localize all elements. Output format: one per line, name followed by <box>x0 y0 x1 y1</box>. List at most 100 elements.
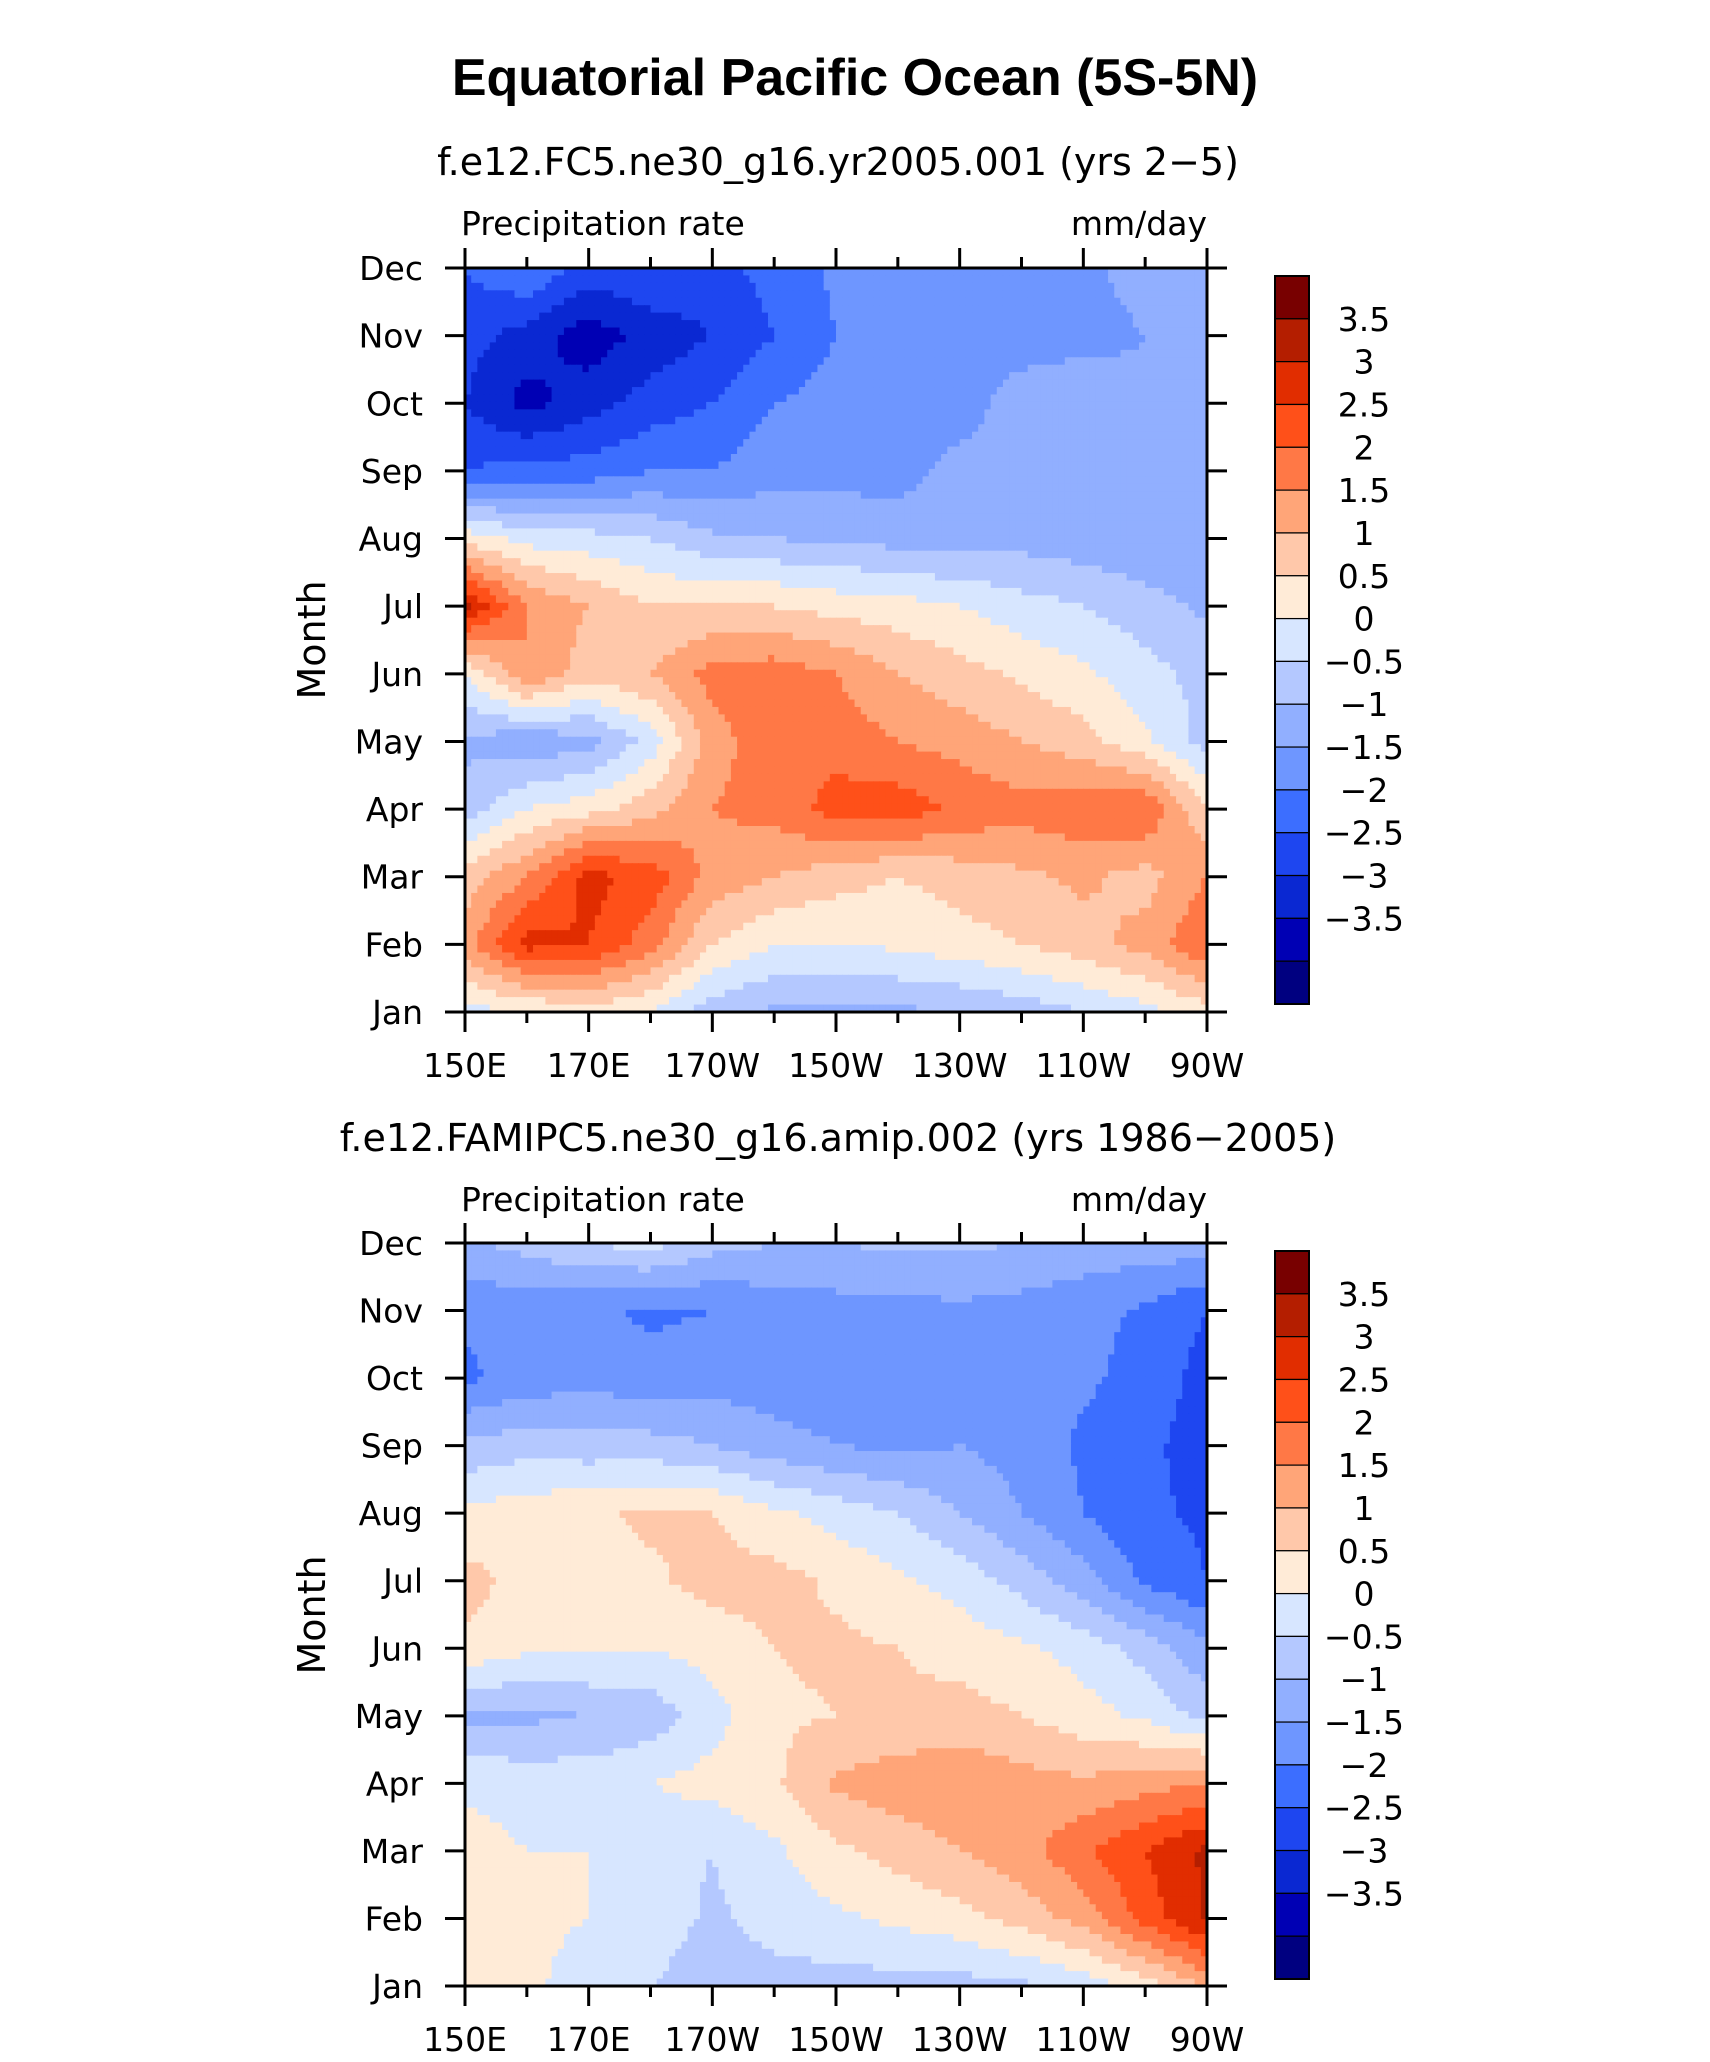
field-cell <box>984 283 991 291</box>
field-cell <box>694 447 701 455</box>
field-cell <box>613 536 620 544</box>
field-cell <box>1071 387 1078 395</box>
field-cell <box>953 357 960 365</box>
field-cell <box>824 551 831 559</box>
field-cell <box>1151 469 1158 477</box>
field-cell <box>607 484 614 492</box>
field-cell <box>848 491 855 499</box>
field-cell <box>1034 313 1041 321</box>
field-cell <box>1077 409 1084 417</box>
field-cell <box>626 320 633 328</box>
field-cell <box>1065 469 1072 477</box>
field-cell <box>762 394 769 402</box>
field-cell <box>669 461 676 469</box>
field-cell <box>626 402 633 410</box>
field-cell <box>1040 491 1047 499</box>
field-cell <box>527 454 534 462</box>
field-cell <box>768 447 775 455</box>
field-cell <box>552 387 559 395</box>
field-cell <box>558 290 565 298</box>
field-cell <box>725 380 732 388</box>
field-cell <box>582 313 589 321</box>
field-cell <box>756 461 763 469</box>
field-cell <box>1195 528 1202 536</box>
field-cell <box>824 566 831 574</box>
field-cell <box>898 394 905 402</box>
field-cell <box>916 290 923 298</box>
field-cell <box>1120 506 1127 514</box>
field-cell <box>1182 558 1189 566</box>
field-cell <box>966 528 973 536</box>
field-cell <box>817 305 824 313</box>
field-cell <box>539 305 546 313</box>
field-cell <box>1071 528 1078 536</box>
field-cell <box>706 394 713 402</box>
field-cell <box>984 499 991 507</box>
field-cell <box>663 350 670 358</box>
field-cell <box>768 409 775 417</box>
field-cell <box>564 491 571 499</box>
field-cell <box>651 454 658 462</box>
field-cell <box>762 551 769 559</box>
field-cell <box>1133 484 1140 492</box>
field-cell <box>1158 298 1165 306</box>
field-cell <box>1083 558 1090 566</box>
field-cell <box>552 439 559 447</box>
field-cell <box>768 387 775 395</box>
field-cell <box>564 439 571 447</box>
field-cell <box>632 313 639 321</box>
field-cell <box>811 394 818 402</box>
field-cell <box>737 380 744 388</box>
field-cell <box>867 514 874 522</box>
field-cell <box>774 402 781 410</box>
field-cell <box>960 484 967 492</box>
field-cell <box>737 499 744 507</box>
field-cell <box>1188 335 1195 343</box>
field-cell <box>712 290 719 298</box>
field-cell <box>669 447 676 455</box>
field-cell <box>508 387 515 395</box>
field-cell <box>1127 342 1134 350</box>
field-cell <box>879 454 886 462</box>
field-cell <box>725 484 732 492</box>
field-cell <box>1009 335 1016 343</box>
field-cell <box>1009 275 1016 283</box>
field-cell <box>731 543 738 551</box>
field-cell <box>545 275 552 283</box>
field-cell <box>527 521 534 529</box>
field-cell <box>787 424 794 432</box>
field-cell <box>1046 491 1053 499</box>
field-cell <box>1151 566 1158 574</box>
field-cell <box>935 402 942 410</box>
field-cell <box>688 432 695 440</box>
field-cell <box>1139 335 1146 343</box>
field-cell <box>719 275 726 283</box>
field-cell <box>1096 536 1103 544</box>
field-cell <box>700 491 707 499</box>
field-cell <box>527 447 534 455</box>
field-cell <box>848 424 855 432</box>
field-cell <box>688 543 695 551</box>
field-cell <box>502 528 509 536</box>
field-cell <box>737 275 744 283</box>
field-cell <box>1127 551 1134 559</box>
field-cell <box>712 447 719 455</box>
field-cell <box>1090 402 1097 410</box>
field-cell <box>484 283 491 291</box>
field-cell <box>898 469 905 477</box>
field-cell <box>1120 335 1127 343</box>
field-cell <box>830 573 837 581</box>
field-cell <box>712 476 719 484</box>
field-cell <box>805 514 812 522</box>
field-cell <box>984 342 991 350</box>
field-cell <box>972 439 979 447</box>
field-cell <box>1034 365 1041 373</box>
field-cell <box>706 342 713 350</box>
field-cell <box>768 514 775 522</box>
field-cell <box>651 566 658 574</box>
field-cell <box>768 424 775 432</box>
field-cell <box>947 461 954 469</box>
field-cell <box>991 491 998 499</box>
field-cell <box>1015 536 1022 544</box>
field-cell <box>978 491 985 499</box>
